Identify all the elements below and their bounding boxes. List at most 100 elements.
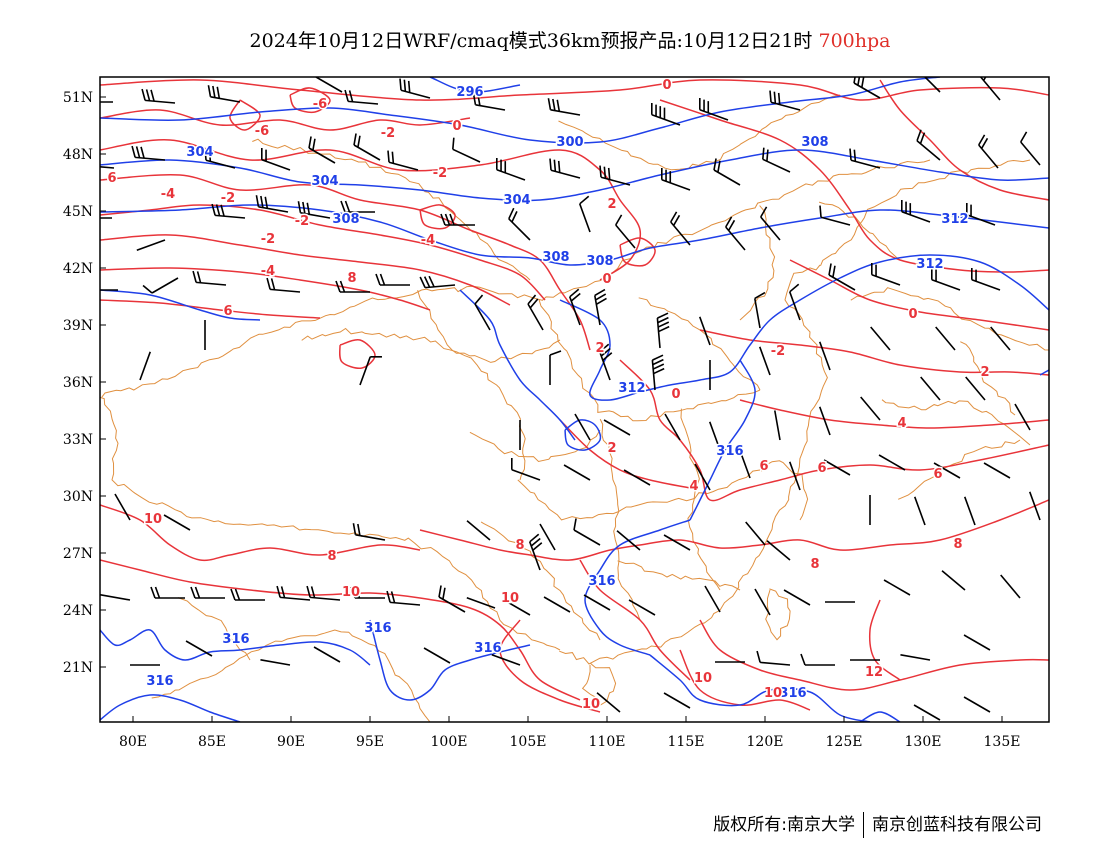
lat-label: 51N xyxy=(63,90,93,106)
wind-barb xyxy=(100,217,112,219)
temperature-isotherm xyxy=(100,79,1049,101)
wind-barb xyxy=(359,356,382,386)
geopotential-isoline xyxy=(649,654,871,722)
wind-barb xyxy=(758,346,771,376)
wind-barb xyxy=(990,326,1011,351)
geopotential-contour-label: 304 xyxy=(503,193,530,208)
wind-barb xyxy=(563,464,591,481)
temperature-contour-label: 2 xyxy=(607,441,616,456)
temperature-isotherm xyxy=(100,504,421,562)
wind-barb xyxy=(725,216,746,251)
wind-barb xyxy=(352,523,386,541)
temperature-isotherm xyxy=(659,99,1049,273)
footer-divider xyxy=(863,812,864,838)
geopotential-contour-label: 300 xyxy=(556,135,583,150)
wind-barb xyxy=(192,270,227,286)
wind-barb xyxy=(511,458,541,481)
temperature-isotherm xyxy=(579,559,691,681)
wind-barb xyxy=(276,585,311,601)
wind-barb xyxy=(766,540,791,561)
lon-label: 125E xyxy=(826,734,863,750)
wind-barb xyxy=(306,585,341,601)
map-axes: 80E 85E 90E 95E 100E 105E 110E 115E 120E 125E 130E… xyxy=(63,90,1021,750)
wind-barb xyxy=(754,291,766,329)
wind-barb xyxy=(616,530,641,551)
temperature-contour-label: 6 xyxy=(933,467,942,482)
temperature-contour-label: 6 xyxy=(759,459,768,474)
temperature-isotherm xyxy=(868,599,901,681)
temperature-isotherm xyxy=(100,299,321,319)
geopotential-contour-label: 312 xyxy=(618,381,645,396)
temperature-contour-label: 10 xyxy=(144,512,162,527)
temperature-contour-label: -2 xyxy=(433,166,447,181)
copyright-footer: 版权所有:南京大学 南京创蓝科技有限公司 xyxy=(713,810,1042,838)
boundary-line xyxy=(820,159,1031,266)
wind-barb xyxy=(663,692,691,709)
wind-barb xyxy=(1020,131,1041,166)
wind-barb xyxy=(387,150,419,171)
wind-barb xyxy=(583,594,611,611)
wind-barb xyxy=(901,200,931,223)
geopotential-isoline xyxy=(100,204,1049,266)
temperature-contour-label: 10 xyxy=(342,585,360,600)
lat-label: 42N xyxy=(63,261,93,277)
wind-barb xyxy=(539,523,556,551)
geopotential-contour-label: 316 xyxy=(222,632,249,647)
wind-barb xyxy=(598,343,613,381)
wind-barb xyxy=(399,78,431,99)
boundary-line xyxy=(850,287,1049,351)
wind-barb xyxy=(466,596,496,609)
boundary-line xyxy=(739,205,776,321)
boundary-line xyxy=(960,341,1016,416)
wind-barb xyxy=(452,137,481,163)
temperature-contour-label: -6 xyxy=(313,97,327,112)
temperature-isotherm xyxy=(619,237,656,267)
geopotential-contour-label: 316 xyxy=(474,641,501,656)
copyright-text: 版权所有:南京大学 xyxy=(713,815,855,835)
wind-barb xyxy=(163,514,191,531)
lon-label: 120E xyxy=(747,734,784,750)
wind-barb xyxy=(788,283,801,321)
geopotential-isoline xyxy=(100,694,241,722)
wind-barb xyxy=(527,294,544,331)
geopotential-isoline xyxy=(559,254,1049,401)
wind-barb xyxy=(599,165,631,186)
temperature-contour-label: -4 xyxy=(421,233,435,248)
wind-barb xyxy=(663,534,691,551)
geopotential-contour-label: 308 xyxy=(542,250,569,265)
pressure-level: 700hpa xyxy=(818,30,891,52)
temperature-contour-label: -6 xyxy=(255,124,269,139)
wind-barb xyxy=(920,376,941,401)
wind-barb xyxy=(745,521,766,546)
wind-barb xyxy=(207,85,241,103)
boundary-line xyxy=(177,597,251,661)
lat-label: 30N xyxy=(63,489,93,505)
temperature-isotherm xyxy=(289,87,331,114)
temperature-contour-label: 8 xyxy=(347,271,356,286)
geopotential-isoline xyxy=(429,77,521,93)
wind-barb xyxy=(474,294,491,331)
wind-barb xyxy=(878,454,906,471)
wind-barb xyxy=(670,211,691,246)
temperature-isotherm xyxy=(100,267,431,311)
wind-barb xyxy=(788,461,801,491)
wind-barb xyxy=(211,203,246,219)
temperature-isotherm xyxy=(879,79,1049,201)
boundary-line xyxy=(599,418,641,621)
temperature-isotherm xyxy=(419,499,1049,561)
lat-label: 45N xyxy=(63,204,93,220)
boundary-line xyxy=(558,94,841,171)
temperature-contour-label: -2 xyxy=(261,232,275,247)
wind-barb xyxy=(918,77,941,93)
lat-label: 36N xyxy=(63,375,93,391)
temperature-contour-label: 8 xyxy=(327,549,336,564)
wind-barb xyxy=(823,459,851,476)
temperature-contour-label: -2 xyxy=(381,126,395,141)
boundary-line xyxy=(252,138,531,281)
temperature-isotherm xyxy=(100,173,591,351)
wind-barb xyxy=(965,376,986,401)
temperature-contour-label: 0 xyxy=(671,387,680,402)
wind-barb xyxy=(661,168,691,191)
wind-barb xyxy=(335,280,370,293)
